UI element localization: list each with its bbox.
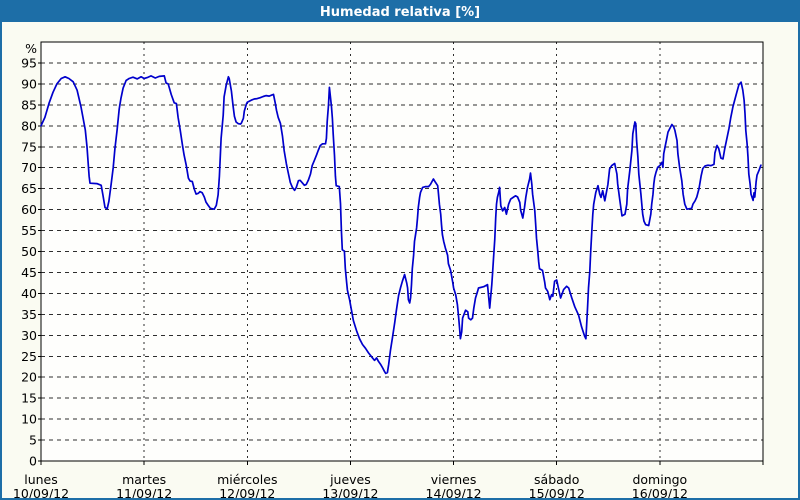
y-tick-label: 35 [21,307,37,322]
y-tick-label: 50 [21,244,37,259]
y-tick-label: 75 [21,139,37,154]
y-tick-label: 65 [21,181,37,196]
chart-title: Humedad relativa [%] [319,4,481,20]
y-tick-label: 5 [29,433,37,448]
y-tick-label: 25 [21,349,37,364]
y-tick-label: 0 [29,454,37,469]
x-day-name-label: martes [122,472,166,487]
y-tick-label: 95 [21,55,37,70]
y-tick-label: 80 [21,118,37,133]
y-tick-label: 45 [21,265,37,280]
y-tick-label: 40 [21,286,37,301]
y-tick-label: 60 [21,202,37,217]
y-tick-label: 55 [21,223,37,238]
y-tick-label: 15 [21,391,37,406]
x-day-date-label: 10/09/12 [13,486,69,500]
y-tick-label: 70 [21,160,37,175]
plot-border [40,41,764,462]
y-tick-label: 90 [21,76,37,91]
x-day-name-label: lunes [24,472,58,487]
y-tick-label: 10 [21,412,37,427]
x-day-name-label: sábado [534,472,579,487]
x-day-date-label: 15/09/12 [529,486,585,500]
x-day-name-label: jueves [329,472,371,487]
humidity-series-line [40,75,762,375]
x-day-date-label: 13/09/12 [322,486,378,500]
y-tick-label: 30 [21,328,37,343]
x-day-name-label: viernes [431,472,477,487]
x-day-date-label: 16/09/12 [632,486,688,500]
y-axis-unit-label: % [25,41,37,56]
y-tick-label: 20 [21,370,37,385]
x-day-name-label: miércoles [217,472,277,487]
x-day-date-label: 11/09/12 [116,486,172,500]
y-tick-label: 85 [21,97,37,112]
x-day-date-label: 14/09/12 [426,486,482,500]
x-day-name-label: domingo [632,472,687,487]
x-day-date-label: 12/09/12 [219,486,275,500]
titlebar: Humedad relativa [%] [2,2,798,22]
